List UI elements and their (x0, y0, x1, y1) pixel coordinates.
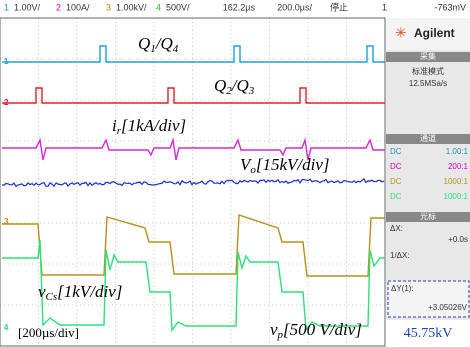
coupling: DC (390, 147, 402, 156)
ch-label: 4 (156, 2, 161, 12)
coupling: DC (390, 192, 402, 201)
logo: ✳ (395, 25, 407, 41)
section-title: 通道 (420, 133, 436, 143)
time-scale: 200.0µs/ (277, 2, 312, 12)
coupling: DC (390, 177, 402, 186)
cursor-label: ΔX: (390, 224, 403, 233)
cursor-label: 1/ΔX: (390, 251, 410, 260)
section-title: 光标 (420, 211, 436, 221)
ch-scale: 1.00V/ (14, 2, 41, 12)
text: [15kV/div] (256, 155, 330, 174)
run-status: 停止 (330, 1, 348, 12)
time-position: 162.2µs (223, 2, 256, 12)
text: Q (214, 76, 226, 95)
timebase: [200µs/div] (18, 325, 79, 340)
ch-label: 3 (106, 2, 111, 12)
marker: 2 (4, 98, 9, 107)
probe: 1000:1 (444, 177, 469, 186)
label: ir[1kA/div] (112, 116, 186, 137)
text: 4 (173, 43, 179, 55)
marker: 1 (4, 57, 9, 66)
scope-screen: 1 1.00V/ 2 100A/ 3 1.00kV/ 4 500V/ 162.2… (0, 0, 470, 347)
ch-scale: 1.00kV/ (116, 2, 147, 12)
trigger-level: -763mV (434, 2, 466, 12)
text: [1kV/div] (57, 282, 122, 301)
side-panel: ✳ Agilent 采集 标准模式 12.5MSa/s 通道 DC 1.00:1 D… (386, 18, 470, 347)
cursor-label: ΔY(1): (391, 284, 414, 293)
result: 45.75kV (404, 326, 453, 341)
ch-scale: 500V/ (166, 2, 190, 12)
probe: 1000:1 (444, 192, 469, 201)
label: Q2/Q3 (214, 76, 255, 97)
brand: Agilent (414, 26, 455, 40)
text: Cs (46, 291, 58, 303)
probe: 1.00:1 (446, 147, 469, 156)
text: Q (138, 34, 150, 53)
cursor-value: +3.05026V (428, 303, 468, 312)
trigger-channel: 1 (382, 2, 387, 12)
label: Q1/Q4 (138, 34, 179, 55)
text: /Q (155, 34, 173, 53)
marker: 3 (4, 217, 9, 226)
section-title: 采集 (420, 51, 436, 61)
sample-rate: 12.5MSa/s (409, 79, 447, 88)
cursor-value: +0.0s (448, 235, 468, 244)
label: vp[500 V/div] (270, 320, 362, 341)
text: 3 (248, 85, 255, 97)
text: [1kA/div] (121, 116, 186, 135)
text: /Q (231, 76, 249, 95)
ch-scale: 100A/ (66, 2, 90, 12)
acq-mode: 标准模式 (412, 66, 444, 76)
text: [500 V/div] (283, 320, 362, 339)
coupling: DC (390, 162, 402, 171)
ch-label: 2 (56, 2, 61, 12)
probe: 200:1 (448, 162, 469, 171)
marker: 4 (4, 323, 9, 332)
ch-label: 1 (4, 2, 9, 12)
